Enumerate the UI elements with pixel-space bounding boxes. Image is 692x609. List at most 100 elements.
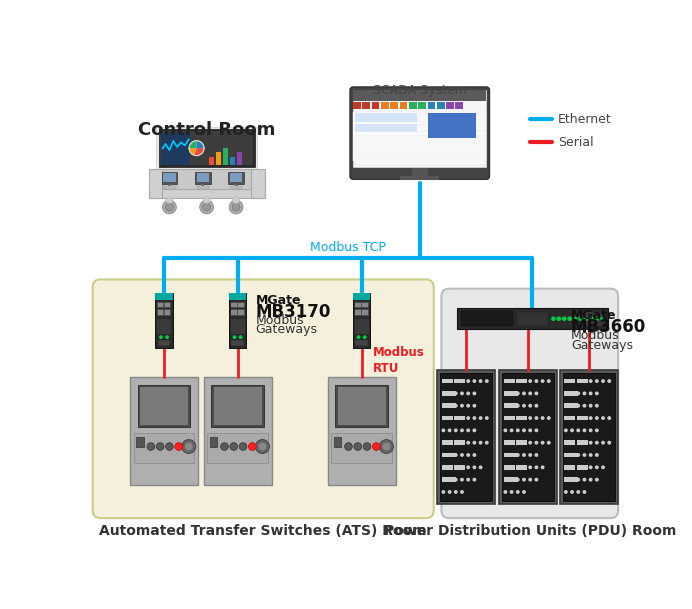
Bar [163, 173, 176, 183]
Circle shape [601, 379, 605, 383]
Circle shape [460, 453, 464, 457]
Bar [412, 167, 428, 176]
Bar [499, 370, 557, 504]
Circle shape [230, 443, 237, 451]
Wedge shape [197, 141, 203, 148]
Circle shape [466, 416, 470, 420]
Bar [157, 319, 171, 334]
Circle shape [185, 443, 192, 451]
Circle shape [239, 443, 247, 451]
Bar [454, 379, 465, 384]
Circle shape [595, 441, 599, 445]
Bar [230, 157, 235, 164]
Bar [203, 377, 272, 485]
Circle shape [454, 453, 457, 457]
Circle shape [466, 392, 470, 395]
Circle shape [504, 490, 507, 494]
Bar [418, 102, 426, 108]
Circle shape [466, 453, 470, 457]
Bar [459, 310, 514, 327]
FancyBboxPatch shape [350, 87, 489, 179]
Bar [160, 131, 253, 166]
Text: Serial: Serial [558, 136, 593, 149]
Circle shape [595, 453, 599, 457]
Bar [165, 310, 170, 315]
Circle shape [460, 404, 464, 407]
Bar [516, 440, 527, 445]
Bar [134, 432, 194, 463]
Circle shape [534, 392, 538, 395]
Bar [353, 90, 486, 167]
Circle shape [466, 465, 470, 470]
Circle shape [454, 392, 457, 395]
Circle shape [579, 317, 583, 321]
Bar [251, 169, 265, 198]
Text: Modbus: Modbus [255, 314, 304, 327]
Circle shape [595, 392, 599, 395]
Bar [504, 379, 515, 384]
Circle shape [528, 453, 532, 457]
Circle shape [600, 317, 605, 321]
Bar [158, 340, 170, 347]
Circle shape [473, 416, 476, 420]
Circle shape [165, 203, 173, 211]
Circle shape [522, 490, 526, 494]
Bar [156, 127, 257, 169]
Text: Gateways: Gateways [571, 339, 633, 352]
Circle shape [594, 317, 599, 321]
Circle shape [601, 416, 605, 420]
Bar [454, 440, 465, 445]
Bar [239, 310, 244, 315]
Bar [149, 169, 163, 198]
Circle shape [466, 477, 470, 482]
Bar [230, 186, 242, 189]
Bar [363, 310, 368, 315]
Bar [356, 340, 368, 347]
Circle shape [356, 336, 361, 339]
Bar [197, 186, 209, 189]
Circle shape [540, 416, 545, 420]
FancyBboxPatch shape [93, 280, 434, 518]
Bar [563, 373, 614, 501]
Circle shape [528, 392, 532, 395]
Circle shape [540, 441, 545, 445]
Bar [201, 184, 204, 187]
Bar [585, 311, 604, 326]
Circle shape [454, 477, 457, 482]
Circle shape [189, 141, 204, 156]
Circle shape [516, 429, 520, 432]
Circle shape [528, 465, 532, 470]
Text: Automated Transfer Switches (ATS) Room: Automated Transfer Switches (ATS) Room [100, 524, 427, 538]
Circle shape [248, 443, 256, 451]
Circle shape [551, 317, 556, 321]
Circle shape [165, 443, 173, 451]
Circle shape [589, 404, 592, 407]
Circle shape [595, 477, 599, 482]
Bar [216, 152, 221, 164]
Circle shape [540, 465, 545, 470]
Text: MB3170: MB3170 [255, 303, 331, 320]
Bar [516, 416, 527, 420]
Circle shape [345, 443, 352, 451]
Circle shape [589, 392, 592, 395]
Bar [516, 465, 527, 470]
Bar [363, 102, 370, 108]
Bar [428, 113, 475, 138]
Bar [441, 416, 453, 420]
Bar [230, 319, 244, 334]
Circle shape [466, 379, 470, 383]
Circle shape [595, 429, 599, 432]
Bar [158, 129, 255, 167]
Bar [355, 124, 485, 132]
Bar [161, 132, 190, 164]
Bar [576, 440, 588, 445]
Circle shape [547, 416, 551, 420]
Bar [355, 319, 369, 334]
Bar [210, 437, 217, 446]
Circle shape [583, 404, 586, 407]
Bar [381, 102, 389, 108]
Circle shape [448, 490, 451, 494]
Bar [576, 416, 588, 420]
Circle shape [589, 441, 592, 445]
Bar [441, 452, 456, 457]
